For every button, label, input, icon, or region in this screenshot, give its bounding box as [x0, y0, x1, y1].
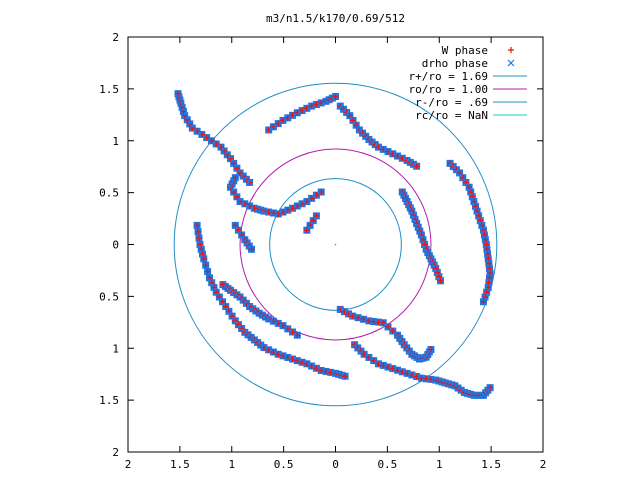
w-point: [389, 328, 396, 335]
w-point: [204, 268, 211, 275]
legend-label: ro/ro = 1.00: [409, 83, 488, 96]
w-point: [380, 319, 387, 326]
x-tick-label: 0: [332, 458, 339, 471]
w-point: [202, 262, 209, 269]
x-tick-label: 0.5: [377, 458, 397, 471]
w-point: [413, 163, 420, 170]
y-tick-label: 1.5: [99, 83, 119, 96]
legend-marker-drho: [507, 59, 515, 67]
y-tick-label: 1: [112, 135, 119, 148]
w-point: [232, 174, 239, 181]
x-tick-label: 1.5: [170, 458, 190, 471]
legend-label: r-/ro = .69: [415, 96, 488, 109]
x-tick-label: 1: [228, 458, 235, 471]
y-tick-label: 2: [112, 446, 119, 459]
chart-title: m3/n1.5/k170/0.69/512: [266, 12, 405, 25]
circle-1-69: [173, 82, 498, 407]
w-point: [384, 323, 391, 330]
x-tick-label: 2: [540, 458, 547, 471]
w-point: [437, 277, 444, 284]
y-tick-label: 1.5: [99, 394, 119, 407]
w-point: [303, 227, 310, 234]
y-tick-label: 0.5: [99, 290, 119, 303]
legend-label: rc/ro = NaN: [415, 109, 488, 122]
w-point: [480, 298, 487, 305]
x-tick-label: 1.5: [481, 458, 501, 471]
circle-1: [239, 148, 432, 341]
w-point: [248, 246, 255, 253]
data-points: [174, 90, 494, 399]
w-point: [175, 90, 182, 97]
w-point: [487, 384, 494, 391]
circle-0-69: [269, 178, 402, 311]
y-tick-label: 0: [112, 239, 119, 252]
y-tick-label: 0.5: [99, 187, 119, 200]
y-tick-label: 2: [112, 31, 119, 44]
legend-label: drho phase: [422, 57, 488, 70]
w-point: [332, 93, 339, 100]
w-point: [219, 281, 226, 288]
x-tick-label: 1: [436, 458, 443, 471]
w-point: [427, 346, 434, 353]
w-point: [200, 255, 207, 262]
origin-point: [334, 243, 337, 246]
legend-marker-w: [508, 47, 514, 53]
x-tick-label: 0.5: [274, 458, 294, 471]
legend-label: W phase: [442, 44, 488, 57]
y-tick-label: 1: [112, 342, 119, 355]
x-tick-label: 2: [125, 458, 132, 471]
w-point: [194, 222, 201, 229]
w-point: [342, 373, 349, 380]
w-point: [196, 235, 203, 242]
w-point: [195, 228, 202, 235]
legend-label: r+/ro = 1.69: [409, 70, 488, 83]
